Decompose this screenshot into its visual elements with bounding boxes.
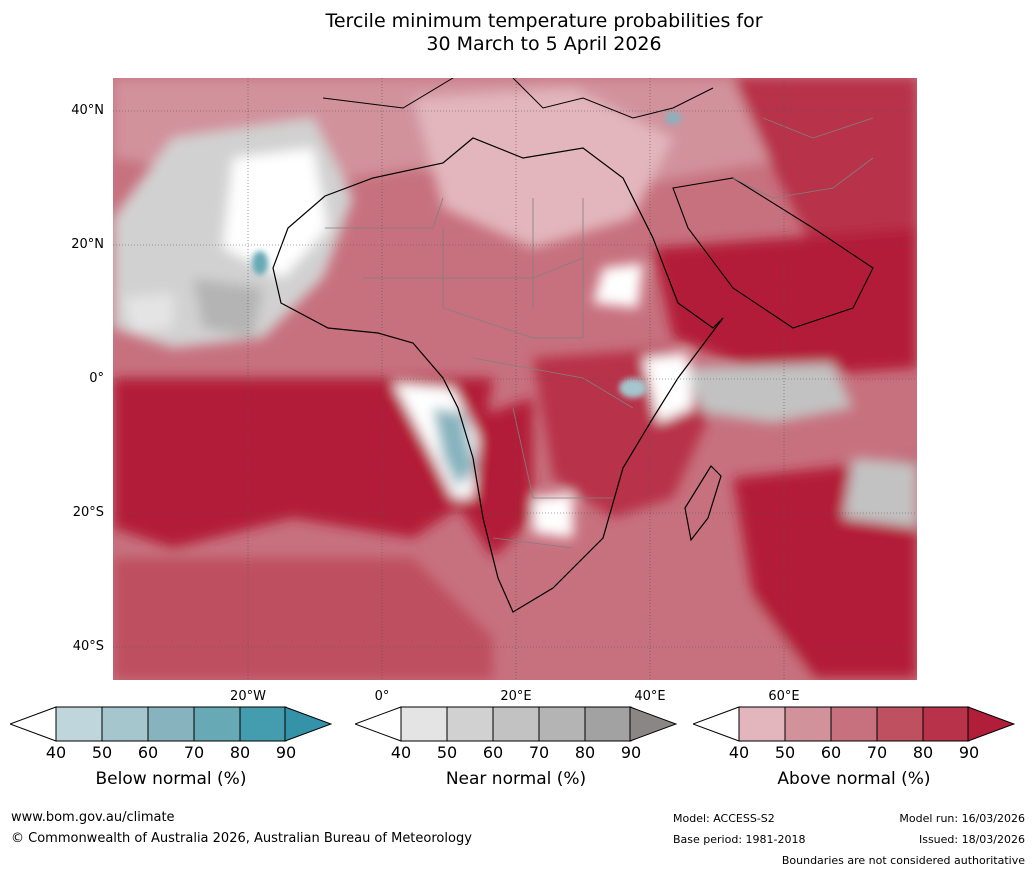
graticule bbox=[113, 78, 917, 680]
europe-coastline bbox=[322, 78, 714, 119]
tick: 80 bbox=[912, 743, 934, 762]
colorbar-above-label: Above normal (%) bbox=[777, 769, 931, 789]
tick: 60 bbox=[137, 743, 159, 762]
colorbar-near-cell bbox=[400, 706, 448, 742]
tick: 50 bbox=[774, 743, 796, 762]
colorbar-above bbox=[693, 706, 1015, 742]
country-borders bbox=[325, 117, 874, 549]
title-line-1: Tercile minimum temperature probabilitie… bbox=[325, 10, 763, 32]
tick: 60 bbox=[482, 743, 504, 762]
footer-base-period: Base period: 1981-2018 bbox=[673, 833, 806, 846]
footer-model: Model: ACCESS-S2 bbox=[673, 812, 775, 825]
colorbar-near-cell bbox=[492, 706, 540, 742]
tick: 40 bbox=[390, 743, 412, 762]
colorbar-below-cell bbox=[147, 706, 195, 742]
tick: 60 bbox=[820, 743, 842, 762]
tick: 50 bbox=[436, 743, 458, 762]
tick: 70 bbox=[528, 743, 550, 762]
lon-label-20w: 20°W bbox=[230, 689, 266, 704]
tick: 40 bbox=[728, 743, 750, 762]
tick: 80 bbox=[574, 743, 596, 762]
colorbar-below-cell bbox=[193, 706, 241, 742]
colorbar-near-label: Near normal (%) bbox=[445, 769, 587, 789]
footer-model-run: Model run: 16/03/2026 bbox=[899, 812, 1025, 825]
tick: 90 bbox=[620, 743, 642, 762]
lat-label-40s: 40°S bbox=[72, 639, 104, 654]
colorbar-below-cell bbox=[101, 706, 149, 742]
footer-issued: Issued: 18/03/2026 bbox=[918, 833, 1025, 846]
lon-label-20e: 20°E bbox=[500, 689, 532, 704]
colorbar-above-cell bbox=[830, 706, 878, 742]
colorbar-above-cell bbox=[738, 706, 786, 742]
footer-website: www.bom.gov.au/climate bbox=[11, 810, 175, 825]
probability-field bbox=[113, 78, 917, 680]
tick: 90 bbox=[275, 743, 297, 762]
colorbar-near-cell bbox=[538, 706, 586, 742]
africa-coastline bbox=[272, 137, 724, 613]
colorbar-below-cell bbox=[239, 706, 287, 742]
colorbar-above-cell bbox=[876, 706, 924, 742]
tick: 90 bbox=[958, 743, 980, 762]
tick: 70 bbox=[866, 743, 888, 762]
lon-label-0: 0° bbox=[374, 689, 390, 704]
arabia-outline bbox=[672, 177, 874, 329]
lat-label-20s: 20°S bbox=[72, 505, 104, 520]
title-line-2: 30 March to 5 April 2026 bbox=[426, 33, 662, 55]
colorbar-near-cell bbox=[584, 706, 632, 742]
chart-title: Tercile minimum temperature probabilitie… bbox=[0, 10, 1035, 56]
footer-disclaimer: Boundaries are not considered authoritat… bbox=[781, 854, 1025, 867]
footer-copyright: © Commonwealth of Australia 2026, Austra… bbox=[11, 831, 472, 846]
lon-label-40e: 40°E bbox=[634, 689, 666, 704]
lat-label-20n: 20°N bbox=[71, 237, 104, 252]
colorbar-near bbox=[355, 706, 677, 742]
lon-label-60e: 60°E bbox=[768, 689, 800, 704]
colorbar-below-label: Below normal (%) bbox=[95, 769, 247, 789]
colorbar-near-cell bbox=[446, 706, 494, 742]
colorbar-below bbox=[10, 706, 332, 742]
tick: 70 bbox=[183, 743, 205, 762]
colorbar-above-cell bbox=[784, 706, 832, 742]
lat-label-40n: 40°N bbox=[71, 103, 104, 118]
madagascar-outline bbox=[684, 465, 722, 542]
colorbar-above-cell bbox=[922, 706, 970, 742]
probability-map bbox=[113, 78, 917, 680]
lat-label-0: 0° bbox=[89, 371, 104, 386]
colorbar-below-cell bbox=[55, 706, 103, 742]
tick: 40 bbox=[45, 743, 67, 762]
tick: 80 bbox=[229, 743, 251, 762]
tick: 50 bbox=[91, 743, 113, 762]
